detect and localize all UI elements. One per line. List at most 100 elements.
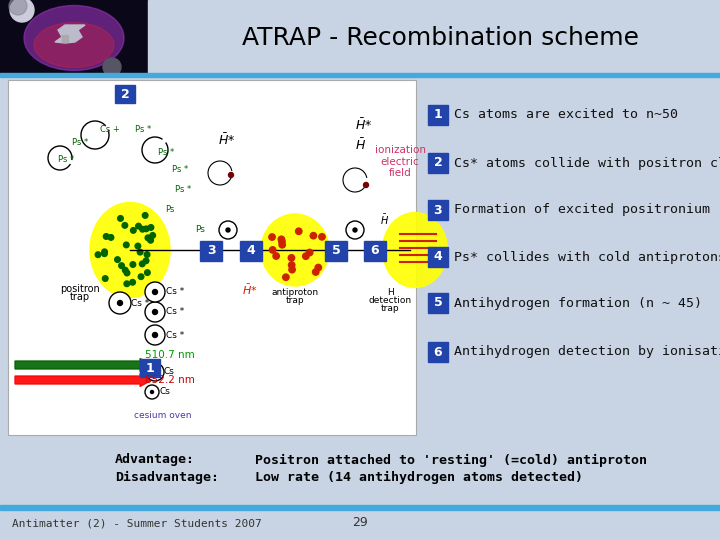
- Circle shape: [135, 243, 140, 249]
- Text: Cs *: Cs *: [166, 287, 184, 296]
- Circle shape: [296, 228, 302, 234]
- Text: Ps *: Ps *: [158, 148, 174, 157]
- Text: 6: 6: [371, 245, 379, 258]
- Circle shape: [279, 241, 285, 248]
- Circle shape: [226, 228, 230, 232]
- Circle shape: [346, 221, 364, 239]
- Text: 510.7 nm: 510.7 nm: [145, 350, 194, 360]
- Bar: [0, 0, 148, 75]
- Circle shape: [130, 227, 136, 233]
- Bar: [428, 153, 448, 173]
- Circle shape: [119, 263, 125, 268]
- Text: 3: 3: [207, 245, 215, 258]
- Text: Ps *: Ps *: [58, 155, 74, 164]
- Polygon shape: [55, 25, 85, 43]
- Circle shape: [153, 333, 158, 338]
- Text: 852.2 nm: 852.2 nm: [145, 375, 195, 385]
- Text: trap: trap: [286, 296, 305, 305]
- Text: 1: 1: [433, 109, 442, 122]
- Circle shape: [302, 253, 309, 259]
- Circle shape: [319, 234, 325, 240]
- Circle shape: [117, 300, 122, 306]
- Bar: [0, 73, 720, 77]
- Circle shape: [146, 363, 164, 381]
- Text: 4: 4: [247, 245, 256, 258]
- Circle shape: [273, 253, 279, 259]
- Circle shape: [138, 249, 143, 255]
- Circle shape: [10, 0, 34, 22]
- Bar: [428, 293, 448, 313]
- Text: Cs: Cs: [164, 368, 175, 376]
- Text: ionization
electric
field: ionization electric field: [374, 145, 426, 178]
- Bar: [200, 241, 222, 261]
- Circle shape: [278, 236, 284, 242]
- Circle shape: [143, 226, 149, 232]
- Text: Antihydrogen detection by ionisation: Antihydrogen detection by ionisation: [454, 346, 720, 359]
- Circle shape: [148, 238, 153, 243]
- Text: 4: 4: [433, 251, 442, 264]
- Text: Antimatter (2) - Summer Students 2007: Antimatter (2) - Summer Students 2007: [12, 518, 262, 528]
- Circle shape: [145, 270, 150, 275]
- Ellipse shape: [261, 214, 329, 286]
- Circle shape: [150, 233, 156, 238]
- Circle shape: [289, 262, 295, 268]
- FancyArrow shape: [15, 359, 152, 372]
- Text: Ps *: Ps *: [175, 185, 192, 194]
- Bar: [428, 105, 448, 125]
- Bar: [364, 241, 386, 261]
- Circle shape: [130, 262, 135, 267]
- Bar: [428, 200, 448, 220]
- Circle shape: [104, 234, 109, 239]
- Text: 29: 29: [352, 516, 368, 530]
- Text: 6: 6: [433, 346, 442, 359]
- Circle shape: [148, 225, 154, 230]
- Circle shape: [364, 183, 369, 187]
- Text: Positron attached to 'resting' (=cold) antiproton: Positron attached to 'resting' (=cold) a…: [255, 454, 647, 467]
- Circle shape: [150, 390, 153, 394]
- Text: cesium oven: cesium oven: [134, 410, 192, 420]
- Text: antiproton: antiproton: [271, 288, 318, 297]
- Text: $\bar{H}$*: $\bar{H}$*: [355, 118, 372, 133]
- Text: Cs: Cs: [159, 388, 170, 396]
- Circle shape: [102, 249, 107, 254]
- Bar: [140, 359, 160, 377]
- Circle shape: [140, 261, 145, 267]
- Text: Cs *: Cs *: [131, 299, 149, 307]
- Circle shape: [153, 289, 158, 294]
- Circle shape: [219, 221, 237, 239]
- Text: Ps *: Ps *: [172, 165, 188, 174]
- Text: Ps *: Ps *: [72, 138, 89, 147]
- Circle shape: [95, 252, 101, 258]
- Text: Formation of excited positronium: Formation of excited positronium: [454, 204, 710, 217]
- Circle shape: [353, 228, 357, 232]
- Circle shape: [269, 234, 275, 240]
- Ellipse shape: [34, 23, 114, 68]
- Bar: [115, 85, 135, 103]
- Circle shape: [228, 172, 233, 178]
- Text: Ps: Ps: [195, 225, 205, 234]
- Bar: [148, 0, 720, 77]
- Bar: [428, 342, 448, 362]
- Text: Cs atoms are excited to n~50: Cs atoms are excited to n~50: [454, 109, 678, 122]
- Circle shape: [138, 274, 144, 280]
- Text: Ps: Ps: [165, 205, 174, 214]
- Text: $\bar{H}$*: $\bar{H}$*: [242, 283, 258, 297]
- Circle shape: [288, 255, 294, 261]
- Text: $\bar{H}$: $\bar{H}$: [355, 138, 366, 153]
- Circle shape: [109, 292, 131, 314]
- Circle shape: [102, 251, 107, 256]
- Circle shape: [124, 242, 129, 248]
- Circle shape: [312, 269, 319, 275]
- Circle shape: [310, 233, 317, 239]
- Bar: [240, 241, 262, 261]
- Circle shape: [153, 370, 156, 374]
- Circle shape: [124, 281, 130, 287]
- Circle shape: [143, 258, 149, 264]
- Bar: [428, 247, 448, 267]
- Text: ATRAP - Recombination scheme: ATRAP - Recombination scheme: [241, 26, 639, 50]
- Text: Cs* atoms collide with positron cloud: Cs* atoms collide with positron cloud: [454, 157, 720, 170]
- Circle shape: [140, 226, 145, 232]
- Circle shape: [145, 235, 150, 241]
- Circle shape: [114, 257, 120, 262]
- Polygon shape: [62, 35, 68, 42]
